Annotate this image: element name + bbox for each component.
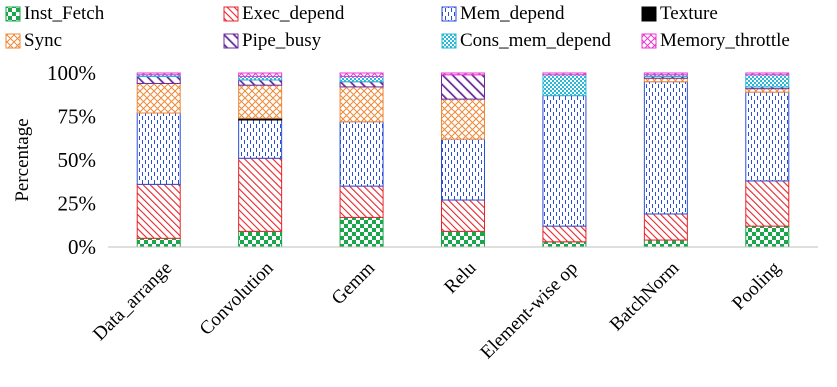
bar-segment-mem-depend [745,91,790,182]
bar-segment-pipe-busy [136,75,181,84]
bar-segment-mem-depend [441,138,485,201]
bar-segment-cons-mem-depend [745,74,790,88]
bar-segment-exec-depend [441,199,485,232]
bar-segment-mem-depend [542,95,587,227]
legend-swatch-memory-throttle [641,33,657,49]
legend-swatch-pipe-busy [223,33,239,49]
bar-segment-exec-depend [339,185,384,218]
y-axis-label: Percentage [12,118,33,201]
legend-item-inst-fetch: Inst_Fetch [5,3,105,24]
bar-segment-mem-depend [339,121,384,187]
y-axis: Percentage 0% 25% 50% 75% 100% [12,61,96,259]
bar-segment-inst-fetch [238,230,283,248]
x-tick-label: Relu [440,257,481,298]
legend-item-mem-depend: Mem_depend [441,3,565,24]
bar-segment-memory-throttle [643,72,688,76]
bar-segment-exec-depend [136,183,181,239]
bar-group-element-wise-op [542,72,587,248]
y-tick-label: 25% [58,192,97,216]
legend-swatch-cons-mem-depend [441,33,457,49]
bar-segment-exec-depend [542,225,587,243]
legend-item-sync: Sync [5,30,62,51]
bar-segment-sync [339,86,384,123]
y-tick-label: 100% [47,61,96,85]
bar-group-relu [441,72,485,248]
legend-item-cons-mem-depend: Cons_mem_depend [441,30,611,51]
legend: Inst_Fetch Exec_depend Mem_depend Texture Sy… [5,3,790,51]
y-tick-label: 50% [58,148,97,172]
bar-segment-memory-throttle [238,72,283,77]
legend-item-exec-depend: Exec_depend [223,3,345,24]
bar-group-pooling [745,72,790,248]
legend-swatch-mem-depend [441,6,457,22]
bar-segment-sync [745,88,790,93]
bar-segment-cons-mem-depend [238,75,283,81]
legend-swatch-texture [641,6,657,22]
bar-group-data-arrange [136,72,181,248]
bar-segment-cons-mem-depend [339,75,384,83]
y-tick-label: 0% [68,235,96,259]
x-tick-label: BatchNorm [606,258,684,336]
bar-segment-sync [136,82,181,114]
x-tick-label: Element-wise op [476,258,582,364]
bar-segment-memory-throttle [136,72,181,76]
bar-segment-exec-depend [745,180,790,227]
legend-item-memory-throttle: Memory_throttle [641,30,790,51]
bar-group-gemm [339,72,384,248]
bar-segment-exec-depend [643,213,688,241]
legend-item-pipe-busy: Pipe_busy [223,30,322,51]
bar-segment-pipe-busy [339,81,384,88]
legend-swatch-exec-depend [223,6,239,22]
x-tick-label: Gemm [328,258,380,310]
bar-segment-inst-fetch [136,237,181,248]
bar-segment-memory-throttle [542,72,587,76]
bar-segment-sync [643,77,688,83]
bars [136,72,790,248]
bar-segment-memory-throttle [441,72,485,76]
x-axis: Data_arrange Convolution Gemm ReluElement-w… [89,246,818,364]
bar-segment-memory-throttle [745,72,790,76]
bar-segment-cons-mem-depend [542,74,587,97]
bar-segment-inst-fetch [542,241,587,248]
legend-label-pipe-busy: Pipe_busy [242,30,322,51]
bar-group-convolution [238,72,283,248]
bar-segment-exec-depend [238,157,283,232]
bar-segment-sync [238,84,283,119]
bar-segment-pipe-busy [238,79,283,86]
bar-segment-memory-throttle [339,72,384,77]
legend-label-cons-mem-depend: Cons_mem_depend [460,30,611,51]
bar-segment-mem-depend [238,119,283,159]
y-tick-label: 75% [58,105,97,129]
bar-segment-mem-depend [136,112,181,185]
bar-group-batchnorm [643,72,688,248]
legend-label-mem-depend: Mem_depend [460,3,565,24]
bar-segment-inst-fetch [745,225,790,248]
bar-segment-sync [441,98,485,140]
legend-label-texture: Texture [660,3,718,24]
bar-segment-pipe-busy [441,74,485,100]
bar-segment-inst-fetch [339,216,384,248]
legend-label-inst-fetch: Inst_Fetch [24,3,105,24]
legend-swatch-inst-fetch [5,6,21,22]
x-tick-label: Convolution [196,257,278,339]
legend-item-texture: Texture [641,3,718,24]
bar-segment-mem-depend [643,81,688,215]
legend-label-sync: Sync [24,30,62,51]
x-tick-label: Pooling [728,257,785,314]
x-tick-label: Data_arrange [89,258,176,345]
bar-segment-inst-fetch [643,239,688,248]
legend-label-memory-throttle: Memory_throttle [660,30,790,51]
legend-label-exec-depend: Exec_depend [242,3,345,24]
bar-segment-inst-fetch [441,230,485,248]
legend-swatch-sync [5,33,21,49]
